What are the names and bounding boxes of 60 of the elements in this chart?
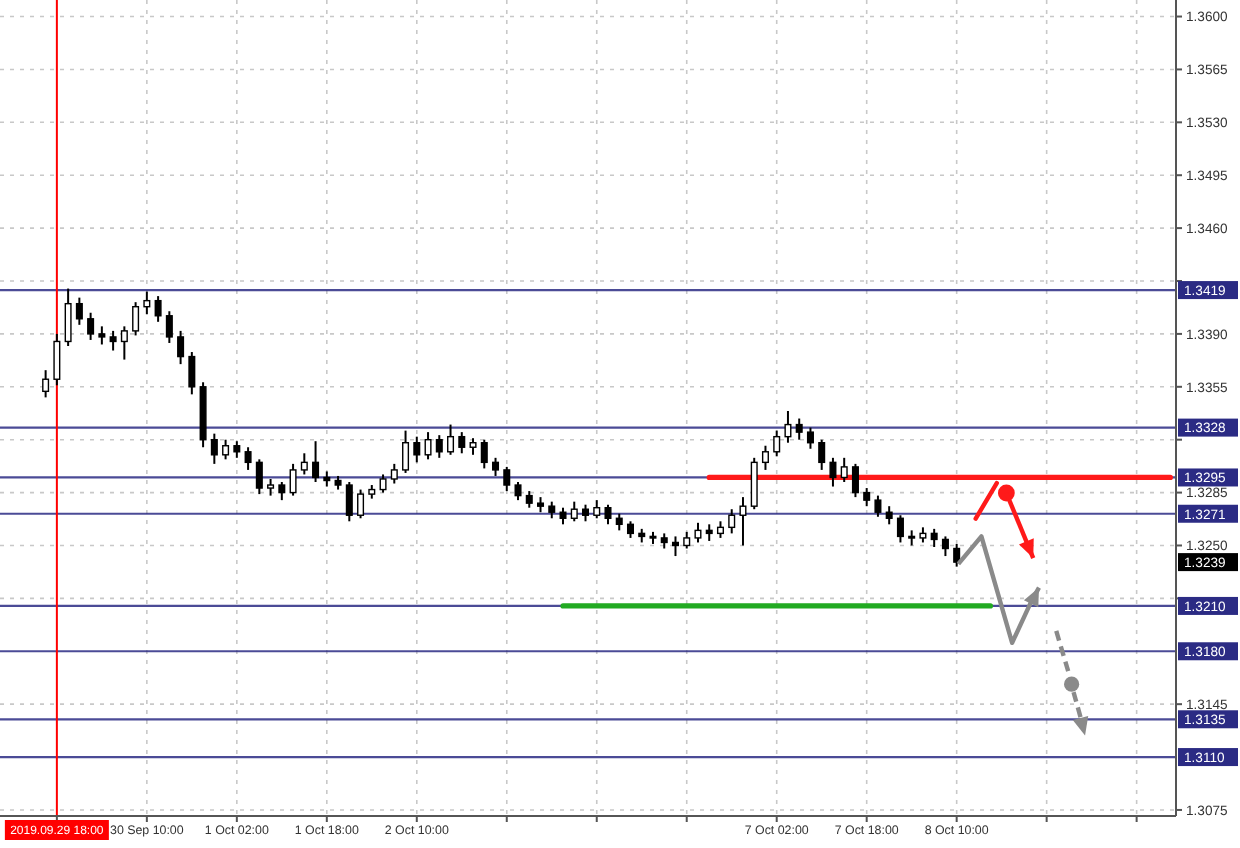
candlestick	[458, 431, 466, 455]
candlestick	[98, 325, 106, 346]
candlestick	[773, 429, 781, 458]
candlestick	[739, 496, 747, 547]
candlestick	[851, 462, 859, 499]
candlestick	[514, 481, 522, 502]
candlestick	[570, 500, 578, 523]
candlestick	[64, 287, 72, 347]
candlestick	[818, 438, 826, 471]
candlestick	[953, 542, 961, 568]
candlestick	[300, 452, 308, 476]
candlestick	[390, 462, 398, 485]
candlestick	[222, 438, 230, 461]
candlestick	[210, 432, 218, 465]
candlestick	[593, 499, 601, 520]
candlestick	[278, 481, 286, 502]
candlestick	[503, 465, 511, 493]
candlestick	[435, 434, 443, 459]
candlestick	[795, 417, 803, 441]
candlestick	[413, 435, 421, 464]
candlestick	[750, 456, 758, 511]
candlestick	[402, 429, 410, 474]
candlestick	[42, 369, 50, 399]
candlestick	[829, 456, 837, 488]
candlestick	[312, 440, 320, 484]
candlestick	[154, 295, 162, 323]
candlestick	[874, 494, 882, 518]
candlestick	[941, 535, 949, 558]
candlestick	[480, 438, 488, 470]
candlestick	[806, 426, 814, 450]
candlestick	[671, 535, 679, 558]
candlestick	[143, 290, 151, 316]
candlestick	[728, 508, 736, 535]
candlestick	[109, 329, 117, 352]
candlestick	[379, 473, 387, 494]
candlestick	[863, 487, 871, 508]
candlestick	[244, 446, 252, 471]
candlestick	[255, 458, 263, 496]
candlestick	[930, 527, 938, 548]
candlestick	[424, 431, 432, 461]
candlestick	[188, 351, 196, 396]
candlestick	[120, 325, 128, 361]
candlestick	[289, 462, 297, 497]
candlestick	[177, 329, 185, 366]
candlestick	[132, 301, 140, 337]
candlestick	[447, 423, 455, 456]
candlestick	[492, 456, 500, 477]
candlestick	[53, 332, 61, 387]
candlestick	[345, 481, 353, 523]
candlestick	[694, 521, 702, 544]
candlestick	[75, 296, 83, 326]
candlestick	[87, 311, 95, 341]
candlestick	[357, 488, 365, 520]
candlestick	[761, 444, 769, 471]
candlestick	[896, 514, 904, 544]
candlestick	[784, 409, 792, 444]
candlestick	[165, 310, 173, 344]
candlestick	[885, 505, 893, 526]
candlestick	[604, 503, 612, 526]
candlestick	[840, 456, 848, 484]
